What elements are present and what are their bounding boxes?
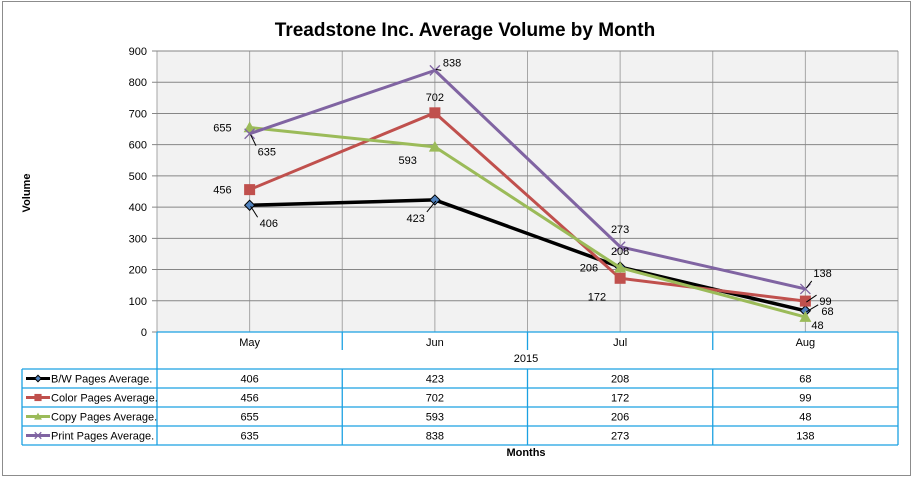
y-tick-label: 800 (129, 77, 147, 89)
data-point (799, 295, 811, 307)
y-tick-label: 500 (129, 171, 147, 183)
data-point (799, 311, 812, 322)
data-point (614, 241, 626, 253)
series-line (249, 68, 806, 291)
data-label: 406 (260, 218, 278, 230)
chart-title: Treadstone Inc. Average Volume by Month (275, 20, 655, 41)
data-label: 99 (819, 296, 831, 308)
data-point (244, 128, 256, 140)
data-point (614, 261, 627, 273)
table-cell: 138 (796, 431, 814, 443)
data-point (614, 272, 626, 284)
x-tick-label: Jun (426, 337, 444, 349)
legend-label: Copy Pages Average. (51, 412, 157, 424)
table-cell: 208 (611, 374, 629, 386)
y-axis-title: Volume (21, 174, 33, 213)
data-point (244, 184, 256, 196)
x-tick-label: Jul (613, 337, 627, 349)
data-point (429, 194, 441, 206)
data-label: 273 (611, 224, 629, 236)
data-label: 206 (580, 263, 598, 275)
y-tick-label: 200 (129, 265, 147, 277)
table-cell: 172 (611, 393, 629, 405)
data-label: 48 (811, 320, 823, 332)
table-cell: 702 (426, 393, 444, 405)
table-cell: 68 (799, 374, 811, 386)
data-label-leader (435, 68, 442, 71)
data-label-leader (806, 304, 819, 313)
y-tick-label: 700 (129, 108, 147, 120)
legend-label: Color Pages Average. (51, 393, 158, 405)
x-axis-title: Months (506, 447, 545, 459)
legend-key (26, 431, 50, 440)
table-cell: 655 (240, 412, 258, 424)
legend-marker-icon (34, 412, 42, 420)
table-cell: 99 (799, 393, 811, 405)
legend-key (26, 412, 50, 420)
data-label-leader (250, 205, 259, 218)
table-cell: 423 (426, 374, 444, 386)
data-label-leader (426, 200, 437, 213)
data-point (429, 64, 441, 76)
x-tick-label: May (239, 337, 260, 349)
legend-label: Print Pages Average. (51, 431, 154, 443)
data-point (428, 140, 441, 152)
legend-marker-icon (34, 374, 42, 383)
series-line (249, 111, 806, 303)
table-cell: 206 (611, 412, 629, 424)
legend-marker-icon (34, 393, 42, 402)
data-label: 635 (258, 147, 276, 159)
x-tick-label: Aug (796, 337, 816, 349)
table-cell: 273 (611, 431, 629, 443)
data-label: 68 (821, 306, 833, 318)
x-group-label: 2015 (514, 353, 538, 365)
data-point (429, 107, 441, 119)
table-cell: 593 (426, 412, 444, 424)
y-tick-label: 600 (129, 140, 147, 152)
table-cell: 406 (240, 374, 258, 386)
legend-key (26, 393, 50, 402)
table-cell: 48 (799, 412, 811, 424)
data-label: 208 (611, 246, 629, 258)
y-tick-label: 100 (129, 296, 147, 308)
series-line (249, 126, 806, 319)
data-label: 423 (407, 213, 425, 225)
y-tick-label: 0 (141, 327, 147, 339)
data-label: 655 (213, 122, 231, 134)
y-tick-label: 900 (129, 46, 147, 58)
data-label: 138 (813, 268, 831, 280)
data-label: 838 (443, 57, 461, 69)
legend-key (26, 374, 50, 383)
data-label: 593 (399, 155, 417, 167)
data-label-leader (806, 294, 817, 303)
legend-marker-icon (34, 431, 42, 440)
y-tick-label: 300 (129, 233, 147, 245)
data-label-leader (805, 280, 813, 289)
legend-label: B/W Pages Average. (51, 374, 152, 386)
table-cell: 456 (240, 393, 258, 405)
data-point (243, 121, 256, 133)
y-tick-label: 400 (129, 202, 147, 214)
data-label-leader (250, 134, 257, 146)
data-label: 702 (426, 92, 444, 104)
table-cell: 635 (240, 431, 258, 443)
table-cell: 838 (426, 431, 444, 443)
data-label: 172 (588, 291, 606, 303)
data-label: 456 (213, 185, 231, 197)
